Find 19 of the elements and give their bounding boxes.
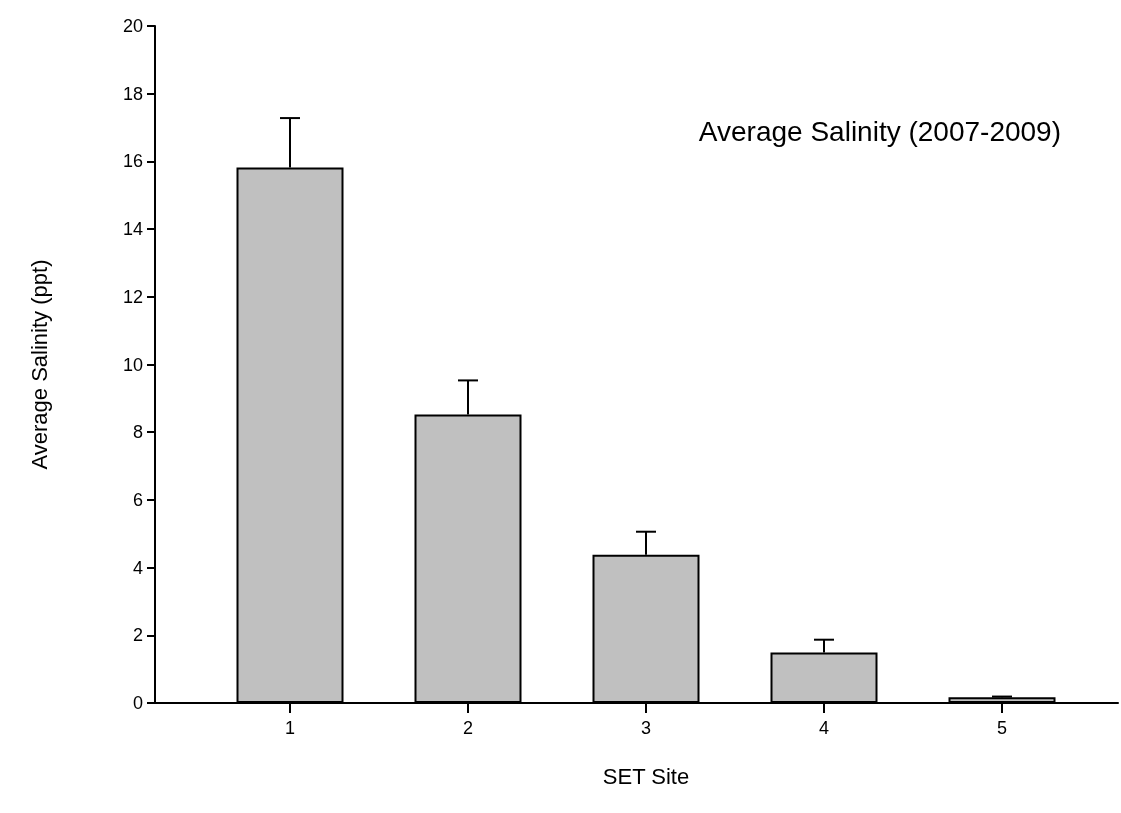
y-tick-label: 20 <box>122 16 143 36</box>
y-axis-title: Average Salinity (ppt) <box>26 259 52 470</box>
x-tick-label: 3 <box>640 718 652 738</box>
text: Average Salinity (2007-2009) <box>698 115 1061 147</box>
y-tick-label: 2 <box>132 625 143 646</box>
y-tick-label: 4 <box>132 557 143 578</box>
x-axis-title: SET Site <box>602 763 690 789</box>
y-tick-label: 14 <box>122 219 143 240</box>
y-tick-label: 12 <box>122 286 143 307</box>
y-tick-label: 18 <box>122 83 143 104</box>
y-tick-label: 0 <box>132 693 143 713</box>
x-tick-label: 4 <box>818 718 830 738</box>
x-tick-label: 2 <box>462 718 474 738</box>
y-tick-label: 16 <box>122 151 143 172</box>
x-tick-label: 5 <box>996 718 1008 738</box>
y-tick-label: 6 <box>132 489 143 510</box>
x-tick-label: 1 <box>284 718 296 738</box>
y-tick-label: 10 <box>122 354 143 375</box>
y-tick-label: 8 <box>132 422 143 443</box>
